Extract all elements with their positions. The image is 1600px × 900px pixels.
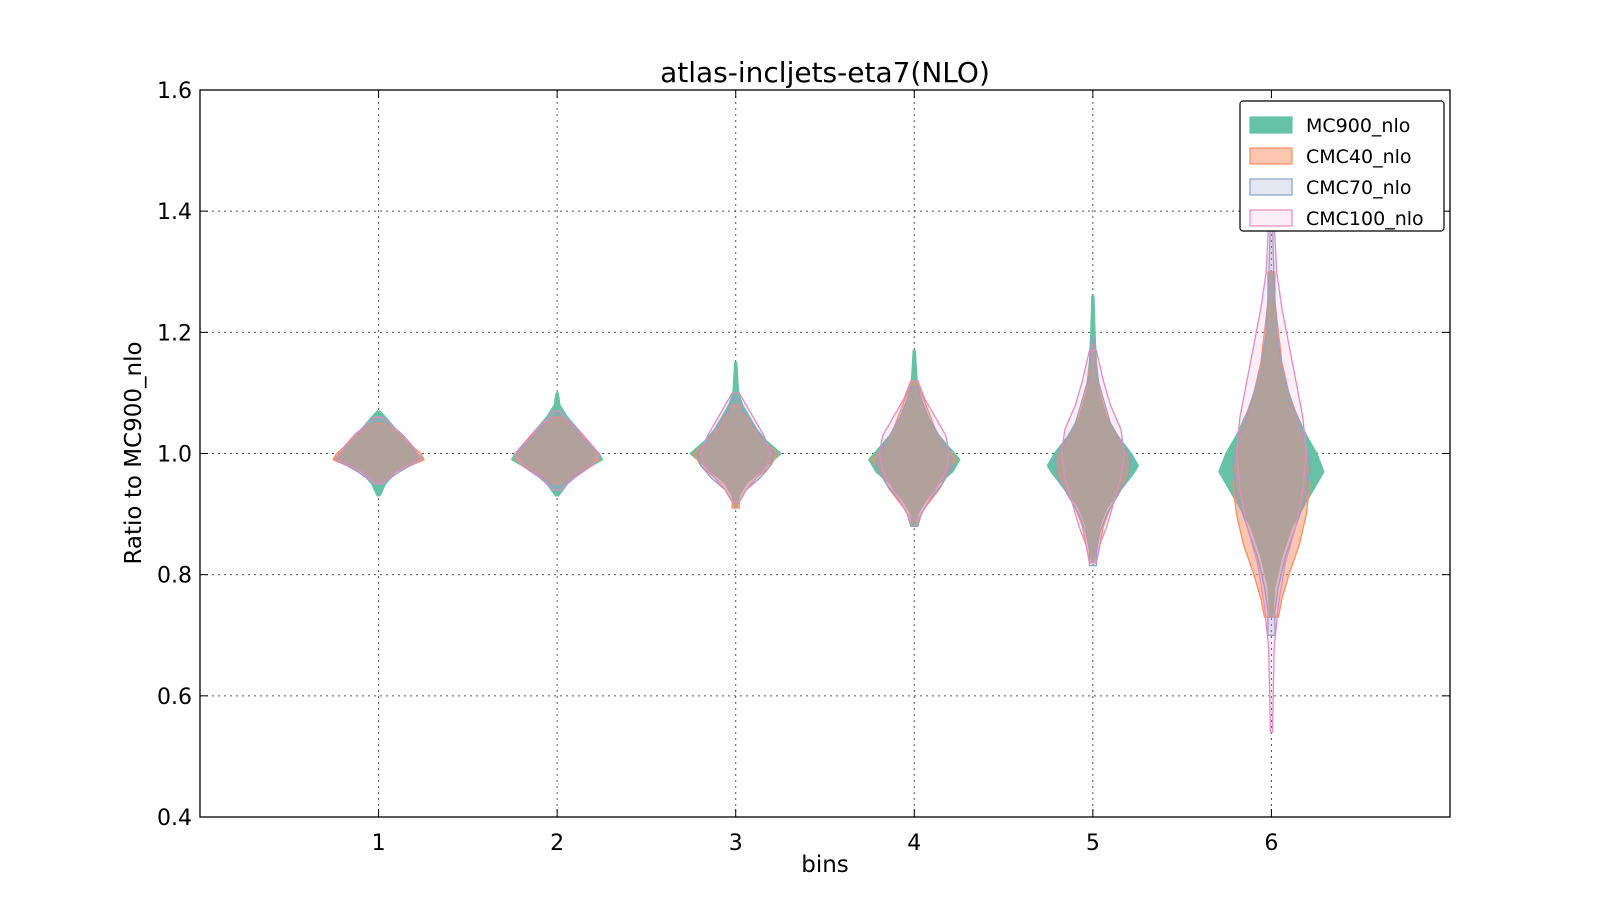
legend: MC900_nlo CMC40_nlo CMC70_nlo CMC100_nlo xyxy=(1239,100,1445,232)
legend-label: CMC100_nlo xyxy=(1306,208,1424,230)
violin-body xyxy=(875,386,954,527)
y-tick-label: 1.4 xyxy=(157,200,192,225)
x-axis-label: bins xyxy=(801,852,849,878)
violin-body xyxy=(514,410,600,491)
y-tick-label: 1.0 xyxy=(157,443,192,468)
x-tick-label: 4 xyxy=(907,831,921,856)
violin-series-cmc70-nlo xyxy=(335,222,1311,636)
violin-body xyxy=(700,392,772,503)
legend-label: MC900_nlo xyxy=(1306,115,1410,137)
x-tick-label: 1 xyxy=(372,831,386,856)
violin-body xyxy=(1060,349,1126,564)
legend-label: CMC40_nlo xyxy=(1306,146,1412,168)
chart-title: atlas-incljets-eta7(NLO) xyxy=(660,56,990,89)
x-tick-label: 2 xyxy=(550,831,564,856)
x-tick-label: 6 xyxy=(1264,831,1278,856)
tick-layer: 1 2 3 4 5 6 0.4 0.6 0.8 1.0 1.2 1.4 1.6 xyxy=(157,79,1450,856)
violin-body xyxy=(1053,337,1133,567)
violin-body xyxy=(696,398,775,503)
x-tick-label: 5 xyxy=(1086,831,1100,856)
violin-series-cmc100-nlo xyxy=(335,180,1308,733)
violin-body xyxy=(1232,271,1311,618)
legend-label: CMC70_nlo xyxy=(1306,177,1412,199)
y-tick-label: 1.2 xyxy=(157,321,192,346)
violin-series-mc900-nlo xyxy=(332,271,1325,618)
y-tick-label: 0.4 xyxy=(157,806,192,831)
violin-body xyxy=(335,416,422,485)
violin-body xyxy=(1235,180,1308,733)
violin-layer xyxy=(332,180,1325,733)
legend-swatch xyxy=(1249,147,1293,165)
y-tick-label: 1.6 xyxy=(157,79,192,104)
y-axis-label: Ratio to MC900_nlo xyxy=(121,341,147,564)
x-tick-label: 3 xyxy=(729,831,743,856)
legend-swatch xyxy=(1249,209,1293,227)
violin-series-cmc40-nlo xyxy=(332,271,1311,618)
y-tick-label: 0.6 xyxy=(157,685,192,710)
legend-swatch xyxy=(1249,116,1293,134)
legend-swatch xyxy=(1249,178,1293,196)
violin-body xyxy=(878,380,950,521)
y-tick-label: 0.8 xyxy=(157,564,192,589)
